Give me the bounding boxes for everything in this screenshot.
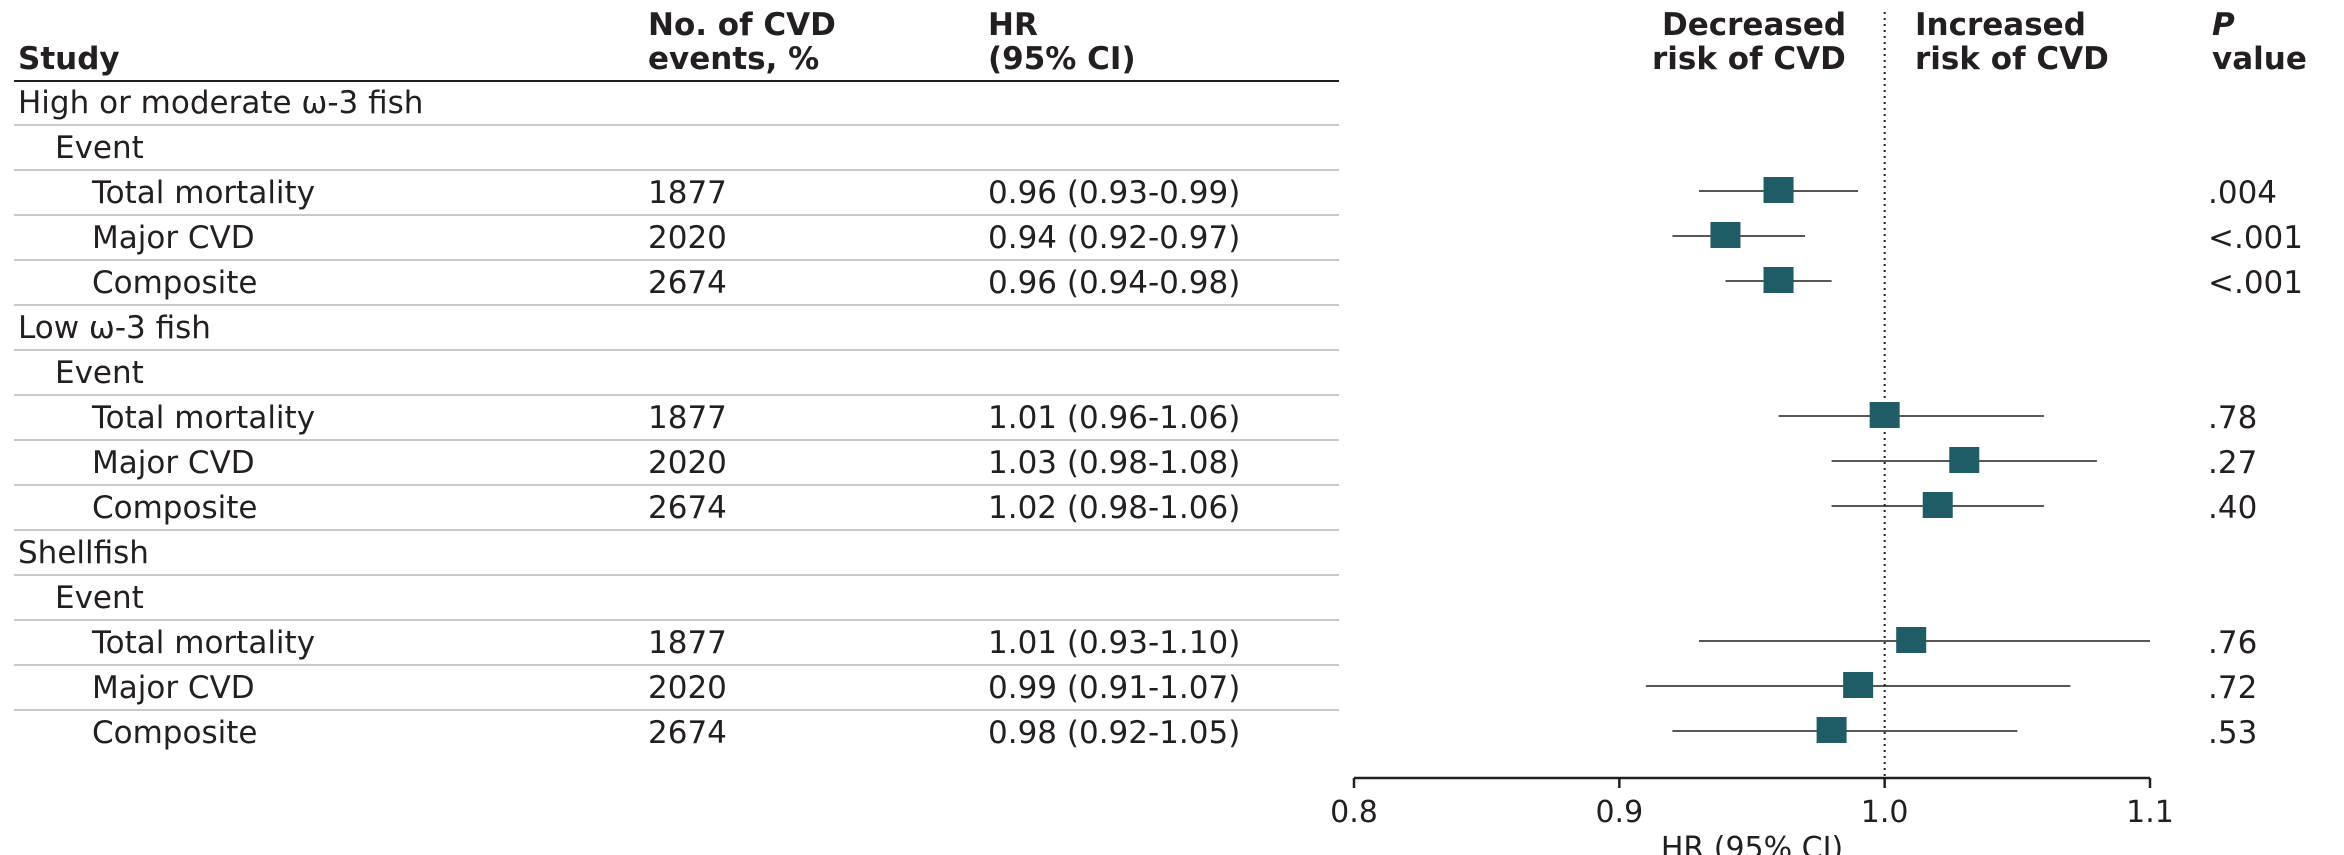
- group-title: Low ω-3 fish: [18, 310, 211, 346]
- row-divider: [14, 214, 1339, 216]
- row-label: Composite: [92, 490, 258, 526]
- row-divider: [14, 124, 1339, 126]
- row-hr: 1.02 (0.98-1.06): [988, 490, 1241, 526]
- row-divider: [14, 169, 1339, 171]
- row-label: Total mortality: [92, 400, 316, 436]
- hr-marker: [1949, 447, 1980, 473]
- row-events: 2674: [648, 265, 727, 301]
- group-subheader: Event: [55, 130, 144, 166]
- header-events-line2: events, %: [648, 41, 820, 77]
- row-label: Major CVD: [92, 220, 255, 256]
- header-decreased-line1: Decreased: [1662, 7, 1847, 43]
- row-p-value: <.001: [2208, 265, 2303, 301]
- header-increased-line1: Increased: [1915, 7, 2086, 43]
- row-divider: [14, 664, 1339, 666]
- row-events: 1877: [648, 400, 727, 436]
- row-p-value: .004: [2208, 175, 2278, 211]
- header-p-line2: value: [2212, 41, 2307, 77]
- row-label: Total mortality: [92, 175, 316, 211]
- group-subheader: Event: [55, 355, 144, 391]
- header-increased-line2: risk of CVD: [1915, 41, 2109, 77]
- row-divider: [14, 349, 1339, 351]
- row-hr: 0.98 (0.92-1.05): [988, 715, 1241, 751]
- header-study: Study: [18, 41, 120, 77]
- x-tick-label: 1.1: [2126, 795, 2174, 830]
- row-hr: 0.96 (0.94-0.98): [988, 265, 1241, 301]
- row-divider: [14, 439, 1339, 441]
- hr-marker: [1922, 492, 1953, 518]
- row-p-value: .72: [2208, 670, 2258, 706]
- row-p-value: .53: [2208, 715, 2258, 751]
- hr-marker: [1763, 177, 1794, 203]
- row-divider: [14, 619, 1339, 621]
- hr-marker: [1816, 717, 1847, 743]
- row-hr: 1.01 (0.96-1.06): [988, 400, 1241, 436]
- header-hr-line2: (95% CI): [988, 41, 1136, 77]
- row-p-value: .76: [2208, 625, 2258, 661]
- row-events: 2020: [648, 220, 727, 256]
- row-p-value: .27: [2208, 445, 2258, 481]
- header-events-line1: No. of CVD: [648, 7, 836, 43]
- group-title: Shellfish: [18, 535, 149, 571]
- row-label: Composite: [92, 715, 258, 751]
- header-hr-line1: HR: [988, 7, 1038, 43]
- row-events: 2674: [648, 715, 727, 751]
- row-hr: 0.99 (0.91-1.07): [988, 670, 1241, 706]
- row-divider: [14, 484, 1339, 486]
- row-divider: [14, 574, 1339, 576]
- row-label: Composite: [92, 265, 258, 301]
- row-events: 1877: [648, 625, 727, 661]
- row-p-value: .78: [2208, 400, 2258, 436]
- row-hr: 0.94 (0.92-0.97): [988, 220, 1241, 256]
- row-events: 2020: [648, 670, 727, 706]
- header-decreased-line2: risk of CVD: [1652, 41, 1846, 77]
- hr-marker: [1763, 267, 1794, 293]
- x-tick-label: 1.0: [1861, 795, 1909, 830]
- row-divider: [14, 394, 1339, 396]
- header-p-line1: P: [2212, 7, 2235, 43]
- row-divider: [14, 304, 1339, 306]
- x-axis-label: HR (95% CI): [1661, 831, 1843, 855]
- row-hr: 1.03 (0.98-1.08): [988, 445, 1241, 481]
- hr-marker: [1896, 627, 1927, 653]
- row-label: Major CVD: [92, 670, 255, 706]
- group-title: High or moderate ω-3 fish: [18, 85, 424, 121]
- group-subheader: Event: [55, 580, 144, 616]
- row-divider: [14, 709, 1339, 711]
- row-hr: 1.01 (0.93-1.10): [988, 625, 1241, 661]
- row-label: Major CVD: [92, 445, 255, 481]
- row-hr: 0.96 (0.93-0.99): [988, 175, 1241, 211]
- hr-marker: [1869, 402, 1900, 428]
- row-divider: [14, 529, 1339, 531]
- row-label: Total mortality: [92, 625, 316, 661]
- row-divider: [14, 259, 1339, 261]
- row-p-value: .40: [2208, 490, 2258, 526]
- x-tick-label: 0.8: [1330, 795, 1378, 830]
- row-p-value: <.001: [2208, 220, 2303, 256]
- row-events: 2020: [648, 445, 727, 481]
- row-events: 2674: [648, 490, 727, 526]
- hr-marker: [1710, 222, 1741, 248]
- row-events: 1877: [648, 175, 727, 211]
- hr-marker: [1843, 672, 1874, 698]
- x-tick-label: 0.9: [1595, 795, 1643, 830]
- header-divider: [14, 80, 1339, 82]
